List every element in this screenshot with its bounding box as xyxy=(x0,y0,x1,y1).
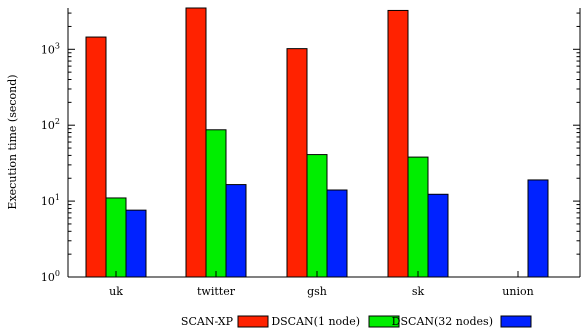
bar-uk-1 xyxy=(105,197,127,278)
bar-sk-0 xyxy=(387,9,409,278)
legend-label-2: DSCAN(32 nodes) xyxy=(392,315,493,328)
bar-union-2 xyxy=(527,179,549,278)
y-axis-title: Execution time (second) xyxy=(6,74,19,209)
bar-uk-2 xyxy=(125,209,147,278)
bar-gsh-1 xyxy=(306,154,328,278)
y-tick-label: 100 xyxy=(41,269,60,284)
y-tick-label: 101 xyxy=(41,193,60,208)
x-axis-labels: uk twitter gsh sk union xyxy=(109,271,534,298)
bar-sk-2 xyxy=(427,193,449,278)
y-tick-label: 102 xyxy=(41,117,60,132)
x-tick-label-gsh: gsh xyxy=(307,285,327,298)
legend-swatch-1 xyxy=(368,315,400,328)
bar-twitter-1 xyxy=(205,129,227,278)
legend-swatch-2 xyxy=(500,315,532,328)
bars-layer xyxy=(85,7,549,278)
bar-sk-1 xyxy=(407,156,429,278)
legend-swatch-0 xyxy=(237,315,269,328)
legend: SCAN-XP DSCAN(1 node) DSCAN(32 nodes) xyxy=(181,315,532,328)
bar-gsh-0 xyxy=(286,48,308,278)
bar-twitter-2 xyxy=(225,184,247,278)
bar-gsh-2 xyxy=(326,189,348,278)
x-tick-label-twitter: twitter xyxy=(197,285,236,298)
legend-label-0: SCAN-XP xyxy=(181,315,234,328)
y-axis-ticks: 100 101 102 103 xyxy=(41,12,580,284)
bar-twitter-0 xyxy=(185,7,207,278)
x-tick-label-union: union xyxy=(502,285,533,298)
legend-label-1: DSCAN(1 node) xyxy=(271,315,360,328)
bar-uk-0 xyxy=(85,36,107,278)
x-tick-label-uk: uk xyxy=(109,285,123,298)
y-tick-label: 103 xyxy=(41,41,60,56)
x-tick-label-sk: sk xyxy=(412,285,425,298)
